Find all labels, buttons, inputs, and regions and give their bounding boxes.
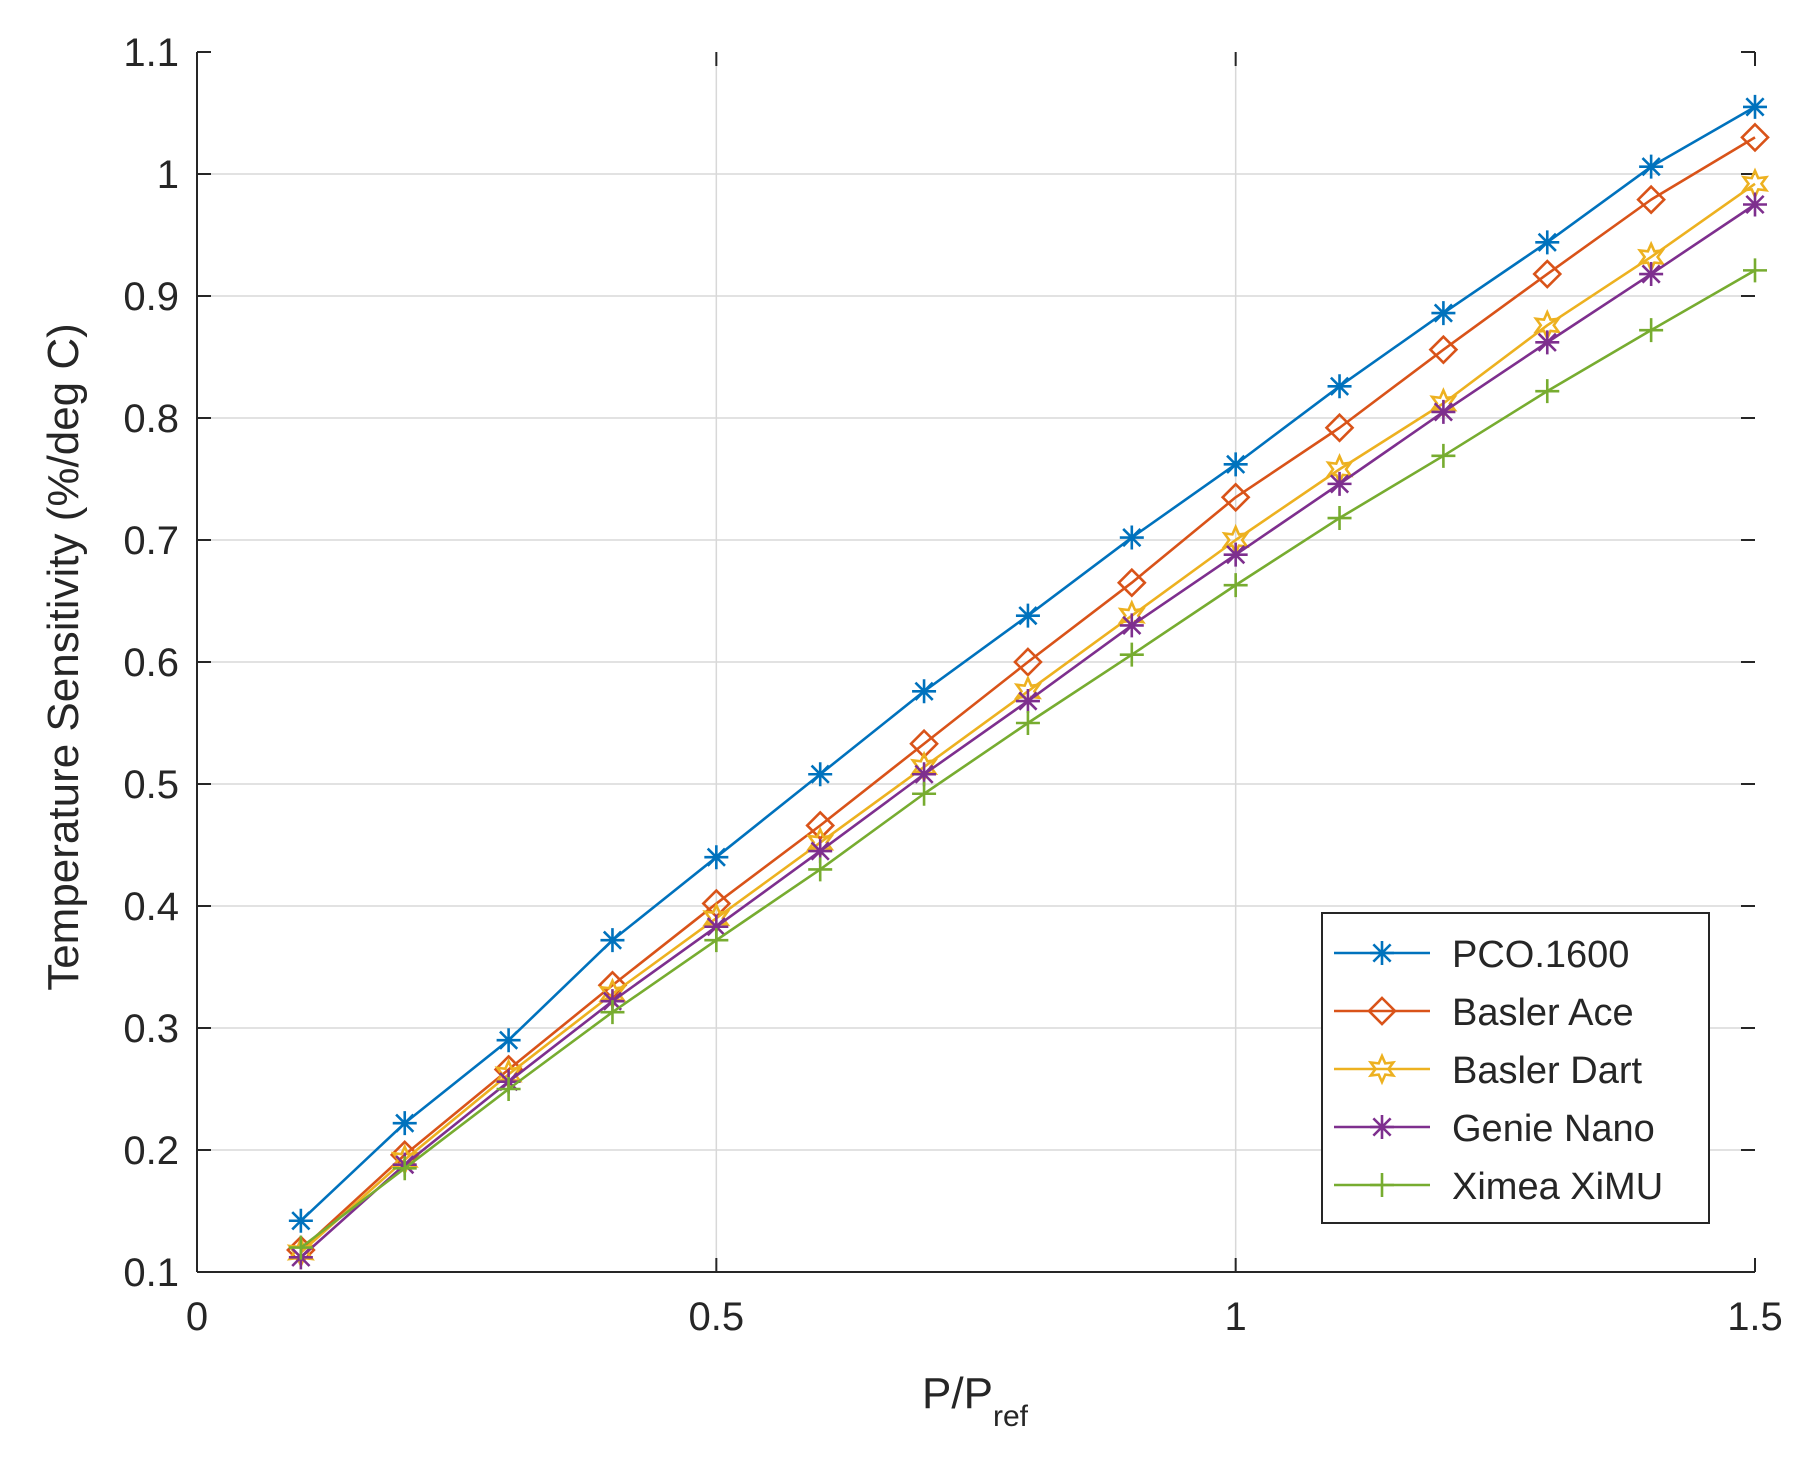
data-point — [1119, 525, 1144, 550]
data-point — [704, 845, 729, 870]
data-point — [288, 1235, 313, 1260]
data-point — [288, 1208, 313, 1233]
legend-marker — [1370, 1115, 1394, 1139]
data-point — [1431, 399, 1456, 424]
data-point — [1428, 334, 1459, 365]
y-tick-label: 0.7 — [123, 519, 179, 563]
legend-label: Genie Nano — [1452, 1108, 1655, 1150]
data-point — [1223, 452, 1248, 477]
data-point — [1743, 94, 1767, 119]
legend-item: Basler Ace — [1334, 992, 1634, 1034]
legend-marker — [1370, 1173, 1394, 1197]
data-point — [1013, 647, 1043, 677]
x-tick-label: 1 — [1225, 1295, 1247, 1339]
data-point — [1223, 573, 1248, 598]
series-line — [299, 136, 1756, 1251]
data-point — [1535, 379, 1560, 404]
data-point — [1327, 471, 1352, 496]
x-tick-label: 1.5 — [1727, 1295, 1783, 1339]
legend-label: Ximea XiMU — [1452, 1166, 1663, 1208]
data-point — [912, 762, 937, 787]
data-point — [808, 839, 833, 864]
legend-item: Ximea XiMU — [1334, 1166, 1663, 1208]
data-point — [1639, 154, 1664, 179]
data-point — [808, 857, 833, 882]
legend-marker — [1367, 1052, 1397, 1086]
data-point — [1431, 443, 1456, 468]
y-axis-label: Temperature Sensitivity (%/deg C) — [39, 323, 88, 991]
y-tick-label: 0.8 — [123, 397, 179, 441]
data-point — [392, 1111, 417, 1136]
data-point — [1639, 262, 1664, 287]
data-point — [1743, 258, 1767, 283]
data-point — [808, 762, 833, 787]
legend-label: Basler Ace — [1452, 992, 1634, 1034]
legend-marker — [1367, 996, 1397, 1026]
series-0 — [288, 94, 1767, 1233]
legend-marker — [1370, 941, 1394, 965]
data-point — [1119, 642, 1144, 667]
legend-label: PCO.1600 — [1452, 934, 1629, 976]
y-tick-label: 0.3 — [123, 1007, 179, 1051]
data-point — [1327, 506, 1352, 531]
data-point — [1535, 330, 1560, 355]
legend-item: PCO.1600 — [1334, 934, 1629, 976]
data-point — [1220, 482, 1251, 513]
series-layer — [286, 94, 1770, 1270]
y-tick-label: 0.2 — [123, 1129, 179, 1173]
legend-label: Basler Dart — [1452, 1050, 1642, 1092]
data-point — [1223, 542, 1248, 567]
data-point — [805, 810, 836, 841]
legend-item: Basler Dart — [1334, 1050, 1642, 1092]
data-point — [1740, 122, 1770, 153]
data-point — [1639, 318, 1664, 343]
data-point — [1431, 301, 1456, 326]
x-tick-label: 0.5 — [689, 1295, 745, 1339]
data-point — [496, 1077, 521, 1101]
data-point — [1015, 603, 1040, 628]
data-point — [912, 679, 937, 704]
axes — [196, 51, 1756, 1273]
data-point — [1636, 184, 1666, 215]
y-tick-label: 0.1 — [123, 1251, 179, 1295]
data-point — [1324, 412, 1355, 443]
data-point — [600, 1000, 625, 1025]
data-point — [912, 781, 937, 806]
y-tick-label: 0.6 — [123, 641, 179, 685]
tick-labels: 0 0.5 1 1.5 0.1 0.2 0.3 0.4 0.5 0.6 0.7 0.8 0.9 1 1.1 — [123, 31, 1782, 1339]
series-4 — [288, 258, 1767, 1260]
x-axis-label-subscript: ref — [993, 1400, 1029, 1433]
legend-item: Genie Nano — [1334, 1108, 1655, 1150]
data-point — [1116, 567, 1147, 598]
data-point — [496, 1028, 521, 1053]
data-point — [704, 914, 729, 939]
y-tick-label: 0.9 — [123, 275, 179, 319]
data-point — [392, 1156, 417, 1181]
data-point — [1532, 259, 1563, 289]
data-point — [1743, 192, 1767, 217]
grid — [197, 52, 1755, 1272]
data-point — [704, 928, 729, 953]
x-tick-label: 0 — [186, 1295, 208, 1339]
data-point — [1327, 374, 1352, 399]
y-tick-label: 1.1 — [123, 31, 179, 75]
series-1 — [286, 122, 1770, 1265]
data-point — [1015, 711, 1040, 735]
y-tick-label: 0.5 — [123, 763, 179, 807]
data-point — [1119, 613, 1144, 638]
data-point — [1015, 689, 1040, 714]
y-tick-label: 1 — [157, 153, 179, 197]
data-point — [600, 928, 625, 953]
y-tick-label: 0.4 — [123, 885, 179, 929]
data-point — [1535, 230, 1560, 255]
legend: PCO.1600 Basler Ace Basler Dart Genie Nano X… — [1321, 912, 1710, 1224]
x-axis-label: P/Pref — [922, 1369, 1029, 1433]
